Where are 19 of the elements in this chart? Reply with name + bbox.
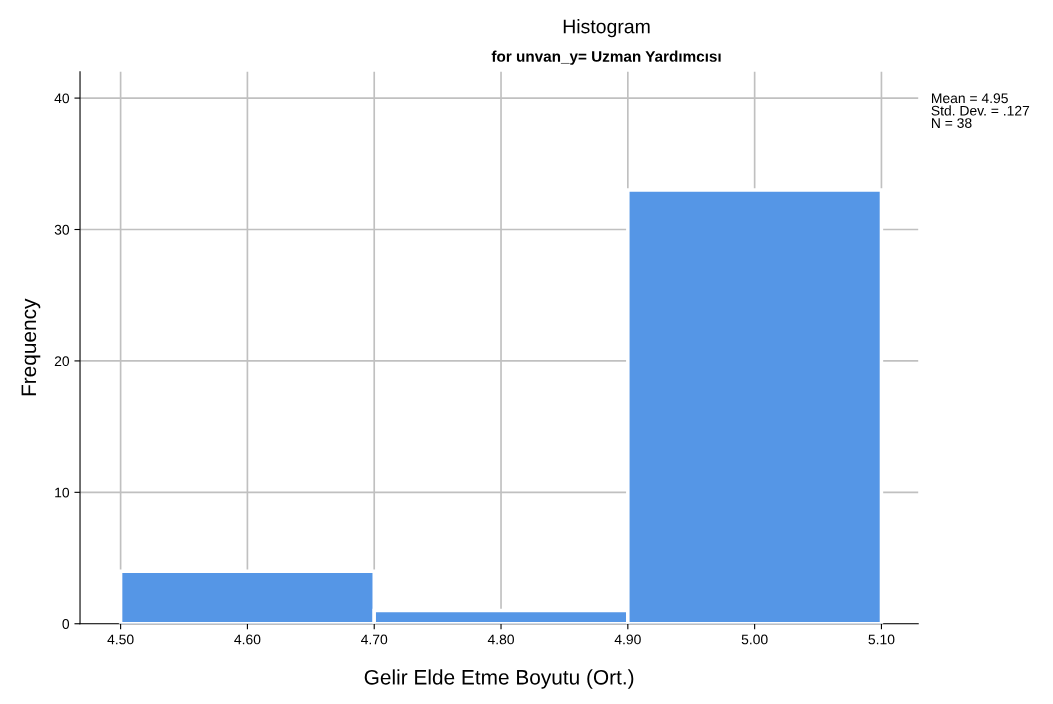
y-tick-label: 30 <box>54 224 70 235</box>
text: N = 38 <box>931 118 972 129</box>
y-tick-label: 10 <box>55 487 70 498</box>
y-tick-label: 40 <box>54 93 70 104</box>
y-axis-title: Frequency <box>21 298 41 396</box>
x-tick-label: 4.50 <box>107 634 134 645</box>
y-tick-label: 20 <box>54 356 70 367</box>
x-tick-label: 4.80 <box>487 634 514 645</box>
x-tick-label: 4.60 <box>234 634 261 645</box>
text: Mean = 4.95 <box>931 93 1008 104</box>
x-tick-label: 4.70 <box>361 634 388 645</box>
x-tick-label: 5.00 <box>741 634 768 645</box>
chart-title: Histogram <box>563 19 650 38</box>
text: Std. Dev. = .127 <box>931 105 1030 116</box>
chart-subtitle: for unvan_y= Uzman Yardımcısı <box>491 50 721 65</box>
x-axis-title: Gelir Elde Etme Boyutu (Ort.) <box>364 669 634 689</box>
x-tick-label: 5.10 <box>868 634 895 645</box>
y-tick-label: 0 <box>62 619 70 629</box>
x-tick-label: 4.90 <box>614 634 641 645</box>
